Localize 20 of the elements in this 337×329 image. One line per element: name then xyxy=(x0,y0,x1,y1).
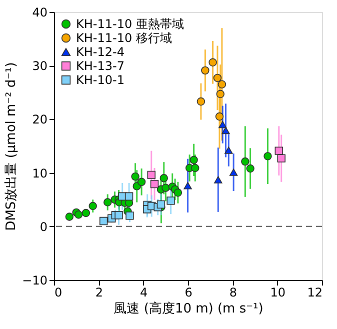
x-tick-label: 12 xyxy=(307,286,322,300)
y-tick-label: 20 xyxy=(32,112,48,127)
y-tick-label: −10 xyxy=(22,274,48,288)
legend-label: KH-10-1 xyxy=(76,73,124,87)
x-tick-label: 10 xyxy=(270,286,286,300)
legend-label: KH-11-10 移行域 xyxy=(76,31,172,45)
x-tick-label: 2 xyxy=(95,286,103,300)
legend-label: KH-11-10 亜熱帯域 xyxy=(76,17,184,31)
legend-label: KH-12-4 xyxy=(76,45,124,59)
y-tick-label: 40 xyxy=(32,6,48,20)
x-axis-title: 風速 (高度10 m) (m s⁻¹) xyxy=(114,300,264,316)
y-axis-title: DMS放出量 (μmol m⁻² d⁻¹) xyxy=(4,62,20,231)
x-tick-label: 8 xyxy=(229,286,237,300)
y-tick-label: 0 xyxy=(40,220,48,234)
x-tick-label: 6 xyxy=(184,286,192,300)
legend-label: KH-13-7 xyxy=(76,59,124,73)
x-tick-label: 0 xyxy=(54,286,62,300)
y-tick-label: 30 xyxy=(32,59,48,74)
y-tick-label: 10 xyxy=(32,166,48,180)
x-tick-label: 4 xyxy=(140,286,148,300)
